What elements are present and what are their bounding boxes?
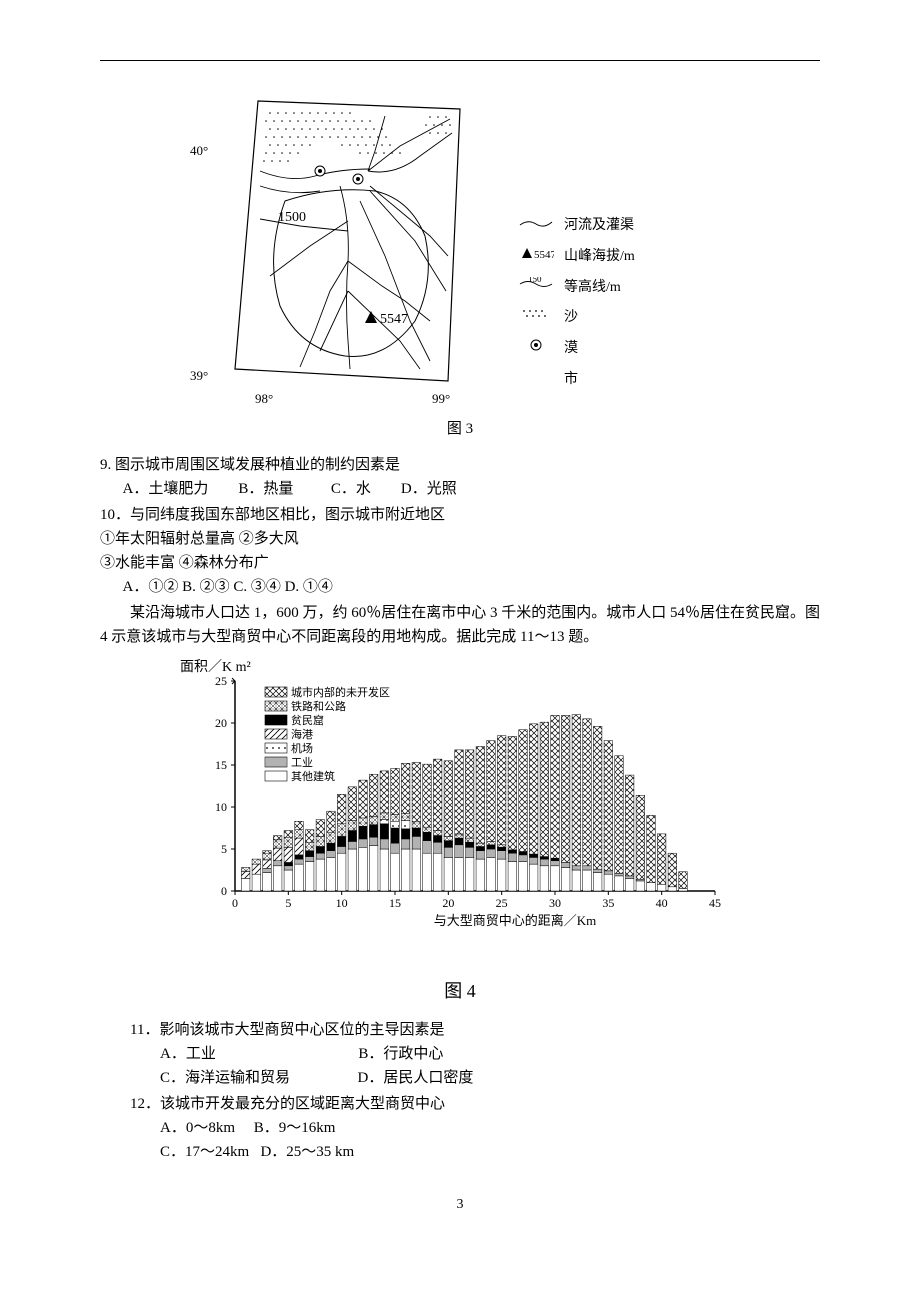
page-number: 3 [100, 1194, 820, 1216]
svg-text:30: 30 [549, 896, 561, 910]
legend-peak: 山峰海拔/m [564, 242, 635, 273]
q12-opt-b: B．9～16km [254, 1120, 336, 1136]
figure4-block: 面积／K m² 0510152025051015202530354045与大型商… [100, 661, 820, 1006]
svg-text:20: 20 [442, 896, 454, 910]
figure3-block: [] [200, 91, 720, 441]
svg-text:1500: 1500 [278, 210, 306, 225]
q9-opt-a: A．土壤肥力 [123, 481, 209, 497]
svg-text:5: 5 [221, 842, 227, 856]
q9-opt-b: B．热量 [238, 481, 293, 497]
page-top-rule [100, 60, 820, 61]
q9-stem: 9. 图示城市周围区域发展种植业的制约因素是 [100, 453, 820, 477]
svg-text:贫民窟: 贫民窟 [291, 713, 324, 727]
q11-opt-d: D．居民人口密度 [358, 1070, 474, 1086]
svg-text:40: 40 [656, 896, 668, 910]
legend-river: 河流及灌渠 [564, 211, 634, 242]
q12: 12．该城市开发最充分的区域距离大型商贸中心 A．0～8km B．9～16km … [100, 1092, 820, 1164]
svg-text:海港: 海港 [291, 727, 313, 741]
svg-text:10: 10 [215, 800, 227, 814]
q9: 9. 图示城市周围区域发展种植业的制约因素是 A．土壤肥力 B．热量 C．水 D… [100, 453, 820, 501]
lon-left: 98° [255, 389, 273, 410]
figure3-legend: 河流及灌渠 5547 山峰海拔/m 150 等高线/m 沙 漠 市 [518, 211, 635, 396]
q12-opt-a: A．0～8km [160, 1120, 235, 1136]
svg-text:与大型商贸中心的距离／Km: 与大型商贸中心的距离／Km [434, 913, 597, 928]
svg-text:其他建筑: 其他建筑 [291, 769, 335, 783]
svg-text:20: 20 [215, 716, 227, 730]
figure4-caption: 图 4 [100, 977, 820, 1006]
svg-text:15: 15 [389, 896, 401, 910]
lat-bottom: 39° [190, 366, 208, 387]
q10-stem: 10．与同纬度我国东部地区相比，图示城市附近地区 [100, 503, 820, 527]
lat-top: 40° [190, 141, 208, 162]
q11-opt-c: C．海洋运输和贸易 [160, 1070, 290, 1086]
legend-desert: 漠 [564, 334, 578, 365]
figure4-ylabel: 面积／K m² [180, 657, 251, 679]
figure4-chart: 0510152025051015202530354045与大型商贸中心的距离／K… [180, 661, 740, 961]
svg-text:机场: 机场 [291, 741, 313, 755]
svg-text:工业: 工业 [291, 756, 313, 769]
svg-text:35: 35 [602, 896, 614, 910]
svg-text:城市内部的未开发区: 城市内部的未开发区 [291, 685, 390, 699]
q9-opt-c: C．水 [331, 481, 371, 497]
svg-text:45: 45 [709, 896, 721, 910]
svg-text:5: 5 [285, 896, 291, 910]
q10-line2: ①年太阳辐射总量高 ②多大风 [100, 527, 820, 551]
passage-11-13: 某沿海城市人口达 1，600 万，约 60％居住在离市中心 3 千米的范围内。城… [100, 601, 820, 649]
svg-text:150: 150 [528, 277, 542, 284]
q10: 10．与同纬度我国东部地区相比，图示城市附近地区 ①年太阳辐射总量高 ②多大风 … [100, 503, 820, 599]
q11: 11．影响该城市大型商贸中心区位的主导因素是 A．工业 B．行政中心 C．海洋运… [100, 1018, 820, 1090]
q9-opt-d: D．光照 [401, 481, 457, 497]
legend-city: 市 [564, 365, 578, 396]
q12-opt-d: D．25～35 km [260, 1144, 354, 1160]
q10-opts: A．①② B. ②③ C. ③④ D. ①④ [100, 575, 820, 599]
svg-text:10: 10 [336, 896, 348, 910]
figure3-map: [] [200, 91, 500, 401]
svg-text:0: 0 [221, 884, 227, 898]
legend-contour: 等高线/m [564, 273, 621, 304]
lon-right: 99° [432, 389, 450, 410]
svg-text:25: 25 [496, 896, 508, 910]
q11-opt-b: B．行政中心 [358, 1046, 443, 1062]
svg-text:0: 0 [232, 896, 238, 910]
q10-line3: ③水能丰富 ④森林分布广 [100, 551, 820, 575]
figure3-caption: 图 3 [200, 417, 720, 441]
svg-text:5547: 5547 [534, 249, 554, 260]
svg-text:15: 15 [215, 758, 227, 772]
q12-opt-c: C．17～24km [160, 1144, 249, 1160]
legend-sand: 沙 [564, 303, 578, 334]
q11-stem: 11．影响该城市大型商贸中心区位的主导因素是 [130, 1018, 820, 1042]
q11-opt-a: A．工业 [160, 1046, 216, 1062]
q12-stem: 12．该城市开发最充分的区域距离大型商贸中心 [130, 1092, 820, 1116]
svg-text:铁路和公路: 铁路和公路 [291, 700, 346, 713]
svg-text:5547: 5547 [380, 312, 408, 327]
